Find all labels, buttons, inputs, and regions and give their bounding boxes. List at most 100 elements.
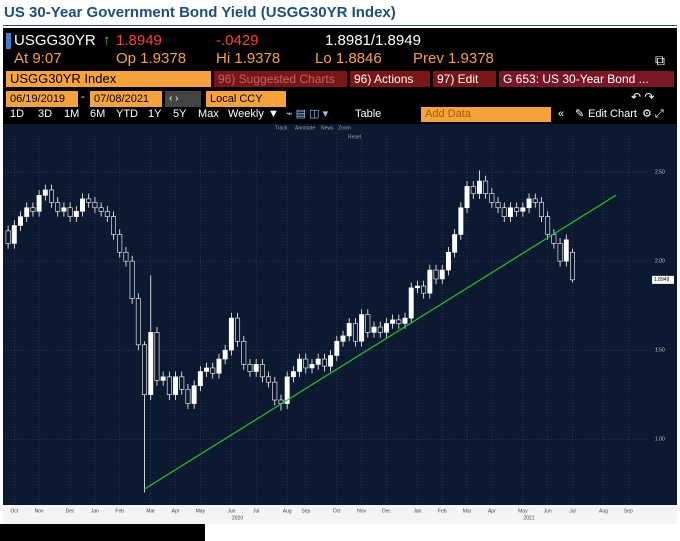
candle-body <box>328 355 334 367</box>
y-tick-label: 1.00 <box>655 436 665 442</box>
candle-body <box>272 381 278 401</box>
net-change: -.0429 <box>216 32 259 49</box>
candle-body <box>352 323 358 342</box>
x-year-label: 2021 <box>524 515 535 521</box>
x-tick-label: Mar <box>146 508 155 514</box>
x-tick-label: Aug <box>599 508 608 514</box>
candle-body <box>166 376 172 395</box>
candle-body <box>204 367 210 372</box>
period-arrow[interactable]: ▼ <box>268 108 279 120</box>
x-axis-strip <box>3 505 677 524</box>
undo-redo[interactable]: ↶ ↷ <box>631 90 655 104</box>
range-ytd[interactable]: YTD <box>116 108 138 120</box>
currency[interactable]: Local CCY <box>206 91 286 107</box>
range-3d[interactable]: 3D <box>38 108 53 120</box>
title-rule <box>3 25 677 26</box>
candle-body <box>266 376 272 383</box>
candle-body <box>210 367 216 374</box>
x-year-label: 2020 <box>232 515 243 521</box>
x-tick-label: Jan <box>413 508 421 514</box>
collapse[interactable]: « <box>558 108 565 120</box>
candle-body <box>42 189 48 196</box>
trendline <box>144 194 617 490</box>
candle-body <box>11 225 17 244</box>
terminal-header: USGG30YR ↑ 1.8949 -.0429 1.8981/1.8949 A… <box>3 28 677 124</box>
x-tick-label: Nov <box>35 508 44 514</box>
candle-body <box>452 234 458 253</box>
range-5y[interactable]: 5Y <box>173 108 187 120</box>
x-tick-label: Jun <box>227 508 235 514</box>
candle-body <box>185 389 191 404</box>
x-tick-label: Nov <box>357 508 366 514</box>
range-1y[interactable]: 1Y <box>148 108 162 120</box>
tool-annotate[interactable]: Annotate <box>295 125 315 131</box>
candle-body <box>154 332 160 381</box>
range-max[interactable]: Max <box>198 108 219 120</box>
settings-icons[interactable]: ⚙ ⤢ <box>642 108 664 120</box>
y-tick-label: 2.50 <box>655 169 665 175</box>
edit-icon[interactable]: ✎ <box>575 108 585 120</box>
range-1d[interactable]: 1D <box>10 108 25 120</box>
candle-body <box>80 198 85 212</box>
x-tick-label: Dec <box>66 508 75 514</box>
x-tick-label: Feb <box>115 508 124 514</box>
date-arrows[interactable]: ‹ › <box>165 91 201 107</box>
x-tick-label: Aug <box>283 508 292 514</box>
candle-body <box>179 376 185 390</box>
candle-body <box>476 180 482 194</box>
low: Lo 1.8846 <box>315 50 382 67</box>
candle-body <box>346 323 352 337</box>
candle-body <box>253 364 259 372</box>
tool-zoom[interactable]: Zoom <box>338 125 351 131</box>
y-tick-label: 1.50 <box>655 347 665 353</box>
candle-body <box>247 364 253 372</box>
menu-actions[interactable]: 96) Actions <box>350 71 430 87</box>
last-price-label: 1.8949 <box>654 277 670 283</box>
period[interactable]: Weekly <box>228 108 264 120</box>
menu-suggested[interactable]: 96) Suggested Charts <box>214 71 347 87</box>
chart-icons[interactable]: ⌁ ▤ ◫ ▾ <box>286 108 329 120</box>
menu-template[interactable]: G 653: US 30-Year Bond ... <box>499 71 674 87</box>
candle-body <box>507 207 513 217</box>
candle-body <box>445 251 451 271</box>
tool-reset[interactable]: Reset <box>348 134 362 140</box>
candle-body <box>315 358 321 365</box>
candle-body <box>570 251 575 281</box>
export-icon[interactable]: ⧉ <box>655 52 665 68</box>
candle-body <box>117 234 123 253</box>
chart: Track Annotate News Zoom Reset 1.00 1.50 2… <box>3 124 677 524</box>
security-field[interactable]: USGG30YR Index <box>6 71 211 87</box>
candle-body <box>396 319 402 324</box>
add-data[interactable]: Add Data <box>421 107 551 122</box>
start-date[interactable]: 06/19/2019 <box>6 91 78 107</box>
candle-body <box>520 207 526 212</box>
candle-body <box>489 193 495 203</box>
candle-body <box>49 189 54 203</box>
candle-body <box>297 358 303 372</box>
candle-body <box>5 230 11 244</box>
date-separator: - <box>81 91 85 103</box>
tool-news[interactable]: News <box>321 125 334 131</box>
range-1m[interactable]: 1M <box>64 108 80 120</box>
end-date[interactable]: 07/08/2021 <box>90 91 162 107</box>
candle-body <box>36 194 42 212</box>
edit-chart[interactable]: Edit Chart <box>588 108 637 120</box>
candle-body <box>129 260 135 299</box>
candle-body <box>148 332 154 395</box>
ticker-marker <box>6 33 11 49</box>
tool-track[interactable]: Track <box>275 125 288 131</box>
menu-edit[interactable]: 97) Edit <box>433 71 496 87</box>
candle-body <box>111 216 117 235</box>
candle-body <box>123 251 129 262</box>
range-6m[interactable]: 6M <box>90 108 106 120</box>
candle-body <box>142 344 148 395</box>
candle-body <box>545 216 551 235</box>
candle-body <box>259 364 265 378</box>
candle-body <box>557 243 563 262</box>
candle-body <box>98 207 104 212</box>
candle-body <box>191 385 197 404</box>
candle-body <box>483 180 489 194</box>
table-button[interactable]: Table <box>355 108 382 120</box>
candle-body <box>532 198 538 203</box>
x-tick-label: Feb <box>438 508 447 514</box>
